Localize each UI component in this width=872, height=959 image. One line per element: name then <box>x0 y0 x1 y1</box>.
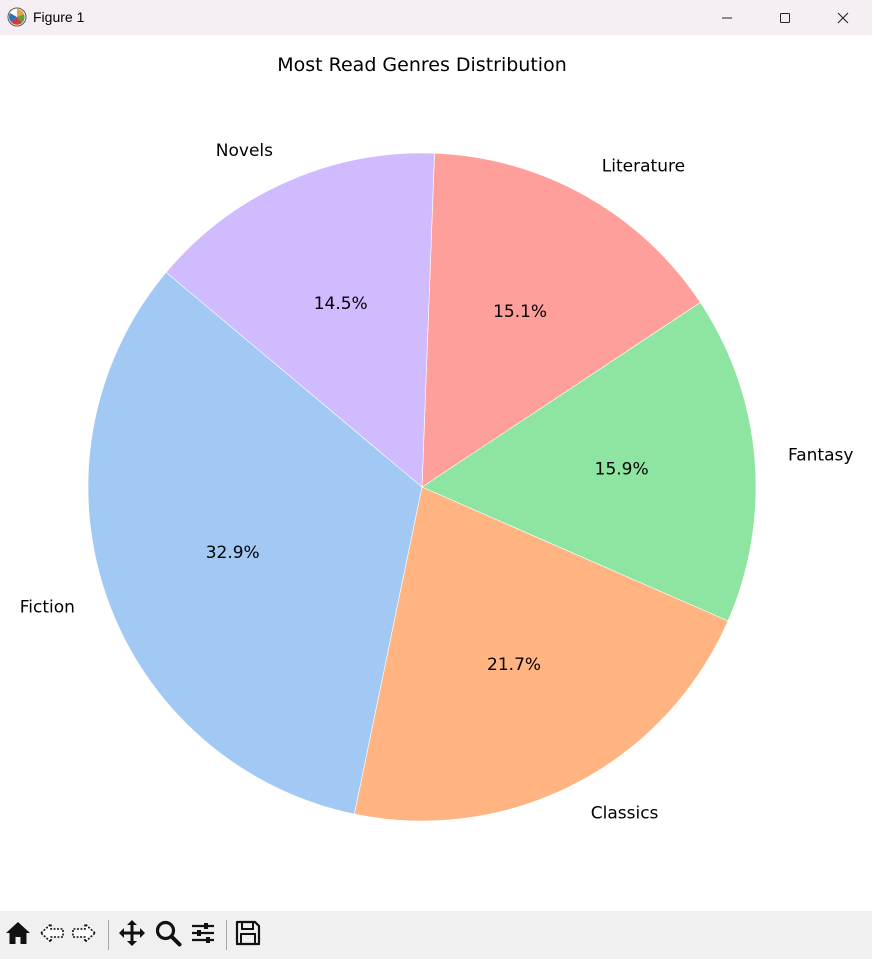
pan-icon <box>118 919 146 951</box>
configure-subplots-icon <box>189 919 217 951</box>
pie-category-label: Fantasy <box>788 445 853 465</box>
maximize-button[interactable] <box>756 0 814 35</box>
pie-category-label: Literature <box>602 157 685 177</box>
pie-percent-label: 15.9% <box>595 460 649 480</box>
maximize-icon <box>779 12 791 24</box>
pie-labels: 32.9% Fiction 21.7% Classics 15.9% Fantasy 15.… <box>20 141 854 823</box>
pan-button[interactable] <box>116 919 148 951</box>
back-icon <box>38 919 66 951</box>
home-button[interactable] <box>2 919 34 951</box>
configure-subplots-button[interactable] <box>187 919 219 951</box>
pie-percent-label: 14.5% <box>314 294 368 314</box>
pie-chart: Most Read Genres Distribution 32.9% Ficti… <box>20 54 854 823</box>
pie-category-label: Classics <box>591 803 659 823</box>
close-button[interactable] <box>814 0 872 35</box>
pie-percent-label: 21.7% <box>487 655 541 675</box>
window-title: Figure 1 <box>33 9 85 25</box>
minimize-button[interactable] <box>698 0 756 35</box>
pie-percent-label: 32.9% <box>206 543 260 563</box>
minimize-icon <box>721 12 733 24</box>
home-icon <box>4 919 32 951</box>
save-icon <box>234 919 262 951</box>
toolbar-separator <box>226 920 227 950</box>
pie-category-label: Novels <box>216 141 273 161</box>
toolbar-separator <box>108 920 109 950</box>
pie-slice-classics <box>354 486 729 822</box>
forward-icon <box>70 919 98 951</box>
chart-title: Most Read Genres Distribution <box>277 54 567 76</box>
pie-category-label: Fiction <box>20 598 75 618</box>
pie-slices <box>87 152 757 822</box>
zoom-icon <box>154 919 182 951</box>
matplotlib-icon <box>7 7 27 27</box>
back-button[interactable] <box>36 919 68 951</box>
navigation-toolbar <box>0 911 872 959</box>
pie-slice-fantasy <box>421 302 757 622</box>
forward-button[interactable] <box>68 919 100 951</box>
zoom-button[interactable] <box>152 919 184 951</box>
close-icon <box>837 12 849 24</box>
save-button[interactable] <box>232 919 264 951</box>
pie-slice-literature <box>421 152 701 488</box>
pie-slice-novels <box>165 152 435 488</box>
figure-canvas: Most Read Genres Distribution 32.9% Ficti… <box>0 35 872 911</box>
window-titlebar: Figure 1 <box>0 0 872 35</box>
pie-slice-fiction <box>87 271 423 815</box>
pie-percent-label: 15.1% <box>493 302 547 322</box>
